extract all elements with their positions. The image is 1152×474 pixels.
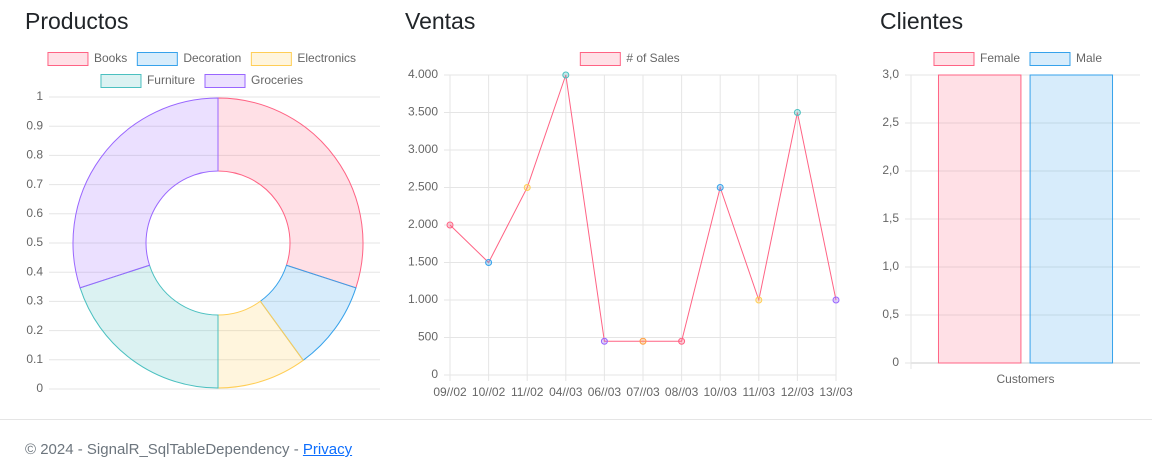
bar bbox=[937, 74, 1022, 364]
x-tick-label: 11//03 bbox=[743, 385, 776, 399]
point bbox=[832, 296, 840, 304]
y-tick-label: 0.2 bbox=[26, 323, 43, 337]
y-tick-label: 1,0 bbox=[882, 259, 899, 273]
x-tick-label: 10//03 bbox=[704, 385, 738, 399]
legend-swatch bbox=[1029, 52, 1071, 66]
y-tick-label: 2.000 bbox=[408, 217, 438, 231]
bar bbox=[1029, 74, 1114, 364]
legend-swatch bbox=[933, 52, 975, 66]
legend-swatch bbox=[204, 74, 246, 88]
point bbox=[600, 337, 608, 345]
point bbox=[523, 184, 531, 191]
y-tick-label: 0.6 bbox=[26, 206, 43, 220]
y-tick-label: 0 bbox=[431, 367, 438, 381]
y-tick-label: 0.4 bbox=[26, 264, 43, 278]
doughnut-segment bbox=[79, 264, 219, 389]
y-tick-label: 0,5 bbox=[882, 307, 899, 321]
y-tick-label: 0.9 bbox=[26, 118, 43, 132]
doughnut-segment bbox=[217, 97, 364, 289]
privacy-link[interactable]: Privacy bbox=[302, 441, 353, 458]
point bbox=[562, 71, 570, 79]
x-tick-label: 07//03 bbox=[626, 385, 660, 399]
chart-title: Productos bbox=[25, 8, 129, 34]
y-tick-label: 1.000 bbox=[408, 292, 438, 306]
footer-line: © 2024 - SignalR_SqlTableDependency - Pr… bbox=[25, 441, 352, 458]
legend-label: Books bbox=[94, 51, 127, 65]
y-tick-label: 0.1 bbox=[26, 352, 43, 366]
y-tick-label: 0.8 bbox=[26, 148, 43, 162]
x-tick-label: 09//02 bbox=[433, 385, 467, 399]
x-tick-label: Customers bbox=[996, 372, 1054, 386]
doughnut-segment bbox=[72, 97, 219, 289]
y-tick-label: 2,5 bbox=[882, 115, 899, 129]
x-tick-label: 06//03 bbox=[588, 385, 622, 399]
legend-label: Furniture bbox=[147, 73, 195, 87]
dashboard: Productos 0 0.1 0.2 0.3 0.4 0.5 0.6 0.7 0.8 0.9 1 Bo… bbox=[25, 8, 1140, 399]
y-tick-label: 500 bbox=[418, 330, 438, 344]
point bbox=[446, 221, 454, 229]
legend-label: Female bbox=[980, 51, 1020, 65]
legend-swatch bbox=[47, 52, 89, 66]
legend-label: Electronics bbox=[297, 51, 356, 65]
y-tick-label: 0 bbox=[36, 381, 43, 395]
footer: © 2024 - SignalR_SqlTableDependency - Pr… bbox=[0, 419, 1152, 474]
y-tick-label: 0.3 bbox=[26, 294, 43, 308]
y-tick-label: 0 bbox=[892, 355, 899, 369]
point bbox=[755, 296, 763, 304]
y-tick-label: 3,0 bbox=[882, 67, 899, 81]
footer-text: © 2024 - SignalR_SqlTableDependency - bbox=[25, 441, 299, 458]
y-tick-label: 0.5 bbox=[26, 235, 43, 249]
point bbox=[793, 109, 801, 116]
legend-swatch bbox=[579, 52, 621, 66]
chart-title: Ventas bbox=[405, 8, 475, 34]
point bbox=[485, 259, 493, 266]
y-tick-label: 1,5 bbox=[882, 211, 899, 225]
x-tick-label: 13//03 bbox=[819, 385, 853, 399]
y-tick-label: 0.7 bbox=[26, 177, 43, 191]
y-tick-label: 4.000 bbox=[408, 67, 438, 81]
y-tick-label: 1.500 bbox=[408, 255, 438, 269]
x-tick-label: 08//03 bbox=[665, 385, 699, 399]
line bbox=[449, 74, 837, 342]
point bbox=[716, 184, 724, 191]
chart-title: Clientes bbox=[880, 8, 963, 34]
y-tick-label: 3.000 bbox=[408, 142, 438, 156]
x-tick-label: 11//02 bbox=[511, 385, 544, 399]
y-tick-label: 1 bbox=[36, 89, 43, 103]
x-tick-label: 12//03 bbox=[781, 385, 815, 399]
legend-label: Decoration bbox=[183, 51, 241, 65]
y-tick-label: 2.500 bbox=[408, 180, 438, 194]
y-tick-label: 2,0 bbox=[882, 163, 899, 177]
legend-swatch bbox=[250, 52, 292, 66]
legend-label: Male bbox=[1076, 51, 1102, 65]
legend-swatch bbox=[100, 74, 142, 88]
point bbox=[678, 337, 686, 345]
point bbox=[639, 337, 647, 345]
legend-swatch bbox=[136, 52, 178, 66]
legend-label: # of Sales bbox=[626, 51, 679, 65]
legend-label: Groceries bbox=[251, 73, 303, 87]
y-tick-label: 3.500 bbox=[408, 105, 438, 119]
x-tick-label: 04//03 bbox=[549, 385, 583, 399]
x-tick-label: 10//02 bbox=[472, 385, 506, 399]
